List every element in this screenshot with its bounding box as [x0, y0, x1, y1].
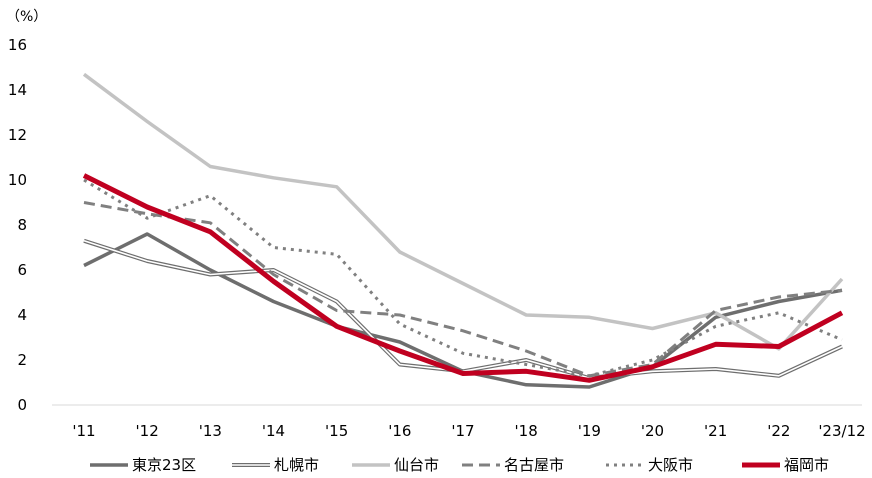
series-polyline: [82, 173, 844, 383]
legend-label: 東京23区: [132, 456, 196, 474]
y-axis-unit-label: （%）: [6, 9, 47, 25]
x-tick-label: '23/12: [818, 422, 865, 440]
y-tick-label: 8: [17, 216, 27, 234]
x-tick-label: '13: [199, 422, 222, 440]
y-tick-label: 2: [17, 351, 27, 369]
x-tick-label: '16: [388, 422, 411, 440]
legend-item: 仙台市: [352, 456, 439, 474]
legend-label: 福岡市: [784, 456, 829, 474]
y-tick-label: 0: [17, 396, 27, 414]
axes: 0 2 4 6 8 10 12 14 16 '11 '12 '13 '14 '15 '16 '17 '18 '19…: [8, 36, 866, 440]
x-tick-label: '11: [72, 422, 95, 440]
x-tick-label: '21: [704, 422, 727, 440]
x-tick-label: '15: [325, 422, 348, 440]
y-tick-label: 12: [8, 126, 27, 144]
series-polyline: [83, 178, 843, 378]
x-tick-label: '20: [641, 422, 664, 440]
y-tick-label: 16: [8, 36, 27, 54]
x-tick-label: '14: [262, 422, 285, 440]
y-tick-label: 10: [8, 171, 27, 189]
series-polyline: [83, 201, 843, 378]
y-tick-label: 6: [17, 261, 27, 279]
legend-item: 福岡市: [742, 456, 829, 474]
x-tick-label: '22: [767, 422, 790, 440]
series-line: [83, 178, 843, 378]
legend-label: 名古屋市: [504, 456, 564, 474]
series-polyline: [83, 232, 843, 389]
legend-item: 名古屋市: [462, 456, 564, 474]
x-tick-label: '12: [136, 422, 159, 440]
legend-label: 仙台市: [394, 456, 439, 474]
y-tick-label: 4: [17, 306, 27, 324]
legend-item: 札幌市: [232, 456, 319, 474]
legend-item: 大阪市: [606, 456, 693, 474]
x-tick-label: '18: [515, 422, 538, 440]
legend-item: 東京23区: [90, 456, 196, 474]
series-layer: [82, 72, 844, 389]
series-line: [83, 232, 843, 389]
legend-label: 大阪市: [648, 456, 693, 474]
legend: 東京23区 札幌市 仙台市 名古屋市 大阪市 福岡市: [90, 456, 829, 474]
series-polyline: [82, 72, 844, 351]
y-tick-label: 14: [8, 81, 27, 99]
series-line: [82, 173, 844, 383]
legend-label: 札幌市: [274, 456, 319, 474]
series-line: [82, 72, 844, 351]
x-tick-label: '17: [451, 422, 474, 440]
series-line: [83, 201, 843, 378]
x-tick-label: '19: [578, 422, 601, 440]
